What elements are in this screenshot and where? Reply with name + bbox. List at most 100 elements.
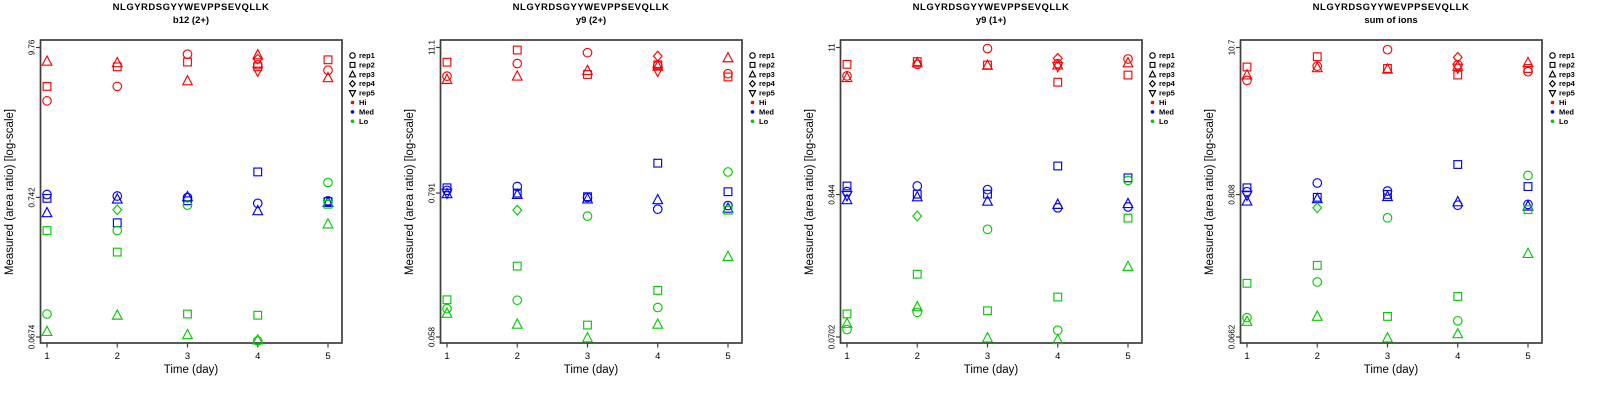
- data-point: [723, 205, 733, 215]
- y-axis: 9.76 0.742 0.0674: [28, 39, 41, 349]
- data-point: [582, 211, 593, 222]
- diamond-icon: [348, 79, 357, 88]
- data-point: [323, 55, 333, 65]
- legend-label: Lo: [1559, 117, 1569, 126]
- legend-label: Hi: [759, 98, 767, 107]
- data-point: [912, 307, 923, 318]
- data-point: [983, 306, 992, 316]
- data-point: [1383, 311, 1392, 321]
- legend-label: rep1: [1159, 51, 1175, 60]
- x-axis: 1 2 3 4 5: [444, 343, 731, 362]
- data-point: [1381, 190, 1394, 202]
- series-Med: [1241, 160, 1534, 211]
- data-point: [42, 81, 52, 91]
- data-point: [982, 43, 993, 54]
- y-tick-label: 0.0674: [28, 324, 37, 349]
- panel-subtitle: sum of ions: [1364, 15, 1418, 26]
- circle-icon: [1549, 52, 1556, 59]
- y-axis: 11 0.844 0.0702: [828, 43, 841, 349]
- panel-y9-1plus: NLGYRDSGYYWEVPPSEVQLLK y9 (1+) Measured …: [800, 0, 1200, 400]
- data-point: [653, 286, 663, 295]
- data-point: [112, 218, 122, 228]
- circle-icon: [349, 52, 356, 59]
- legend-label: rep4: [759, 79, 776, 88]
- data-point: [42, 309, 52, 319]
- data-point: [1123, 54, 1133, 64]
- square-icon: [1549, 61, 1556, 68]
- x-tick-label: 5: [1525, 351, 1530, 362]
- data-point: [111, 308, 124, 320]
- x-tick-label: 4: [255, 351, 260, 362]
- data-point: [981, 331, 994, 343]
- legend-label: Med: [359, 107, 374, 116]
- x-axis-label: Time (day): [163, 364, 219, 376]
- data-point: [842, 324, 852, 335]
- data-point: [442, 303, 452, 314]
- data-point: [653, 158, 663, 168]
- data-point: [252, 336, 263, 346]
- data-point: [651, 59, 664, 71]
- x-axis: 1 2 3 4 5: [1244, 343, 1531, 362]
- x-axis-label: Time (day): [563, 364, 619, 376]
- level-dot-icon: [350, 119, 355, 124]
- plot-frame: [839, 39, 1143, 344]
- x-tick-label: 4: [655, 351, 660, 362]
- x-tick-label: 1: [1244, 351, 1249, 362]
- level-dot-icon: [750, 100, 755, 105]
- data-point: [911, 300, 924, 312]
- data-point: [841, 193, 853, 205]
- data-point: [1053, 77, 1063, 87]
- data-point: [581, 64, 594, 76]
- level-dot-icon: [350, 110, 355, 114]
- data-point: [1312, 52, 1322, 62]
- data-point: [42, 193, 52, 203]
- data-point: [1523, 182, 1533, 192]
- legend-label: rep3: [1159, 70, 1175, 79]
- x-tick-label: 1: [844, 351, 849, 362]
- data-point: [1381, 331, 1394, 343]
- data-point: [912, 189, 922, 199]
- data-point: [181, 328, 194, 340]
- data-point: [841, 191, 853, 203]
- data-point: [841, 316, 853, 328]
- x-tick-label: 2: [115, 351, 120, 362]
- data-point: [112, 247, 122, 257]
- data-point: [722, 249, 734, 261]
- y-tick-label: 9.76: [28, 39, 37, 55]
- data-point: [1311, 309, 1324, 321]
- data-point: [441, 73, 453, 85]
- y-tick-label: 0.058: [428, 326, 437, 347]
- legend-label: rep4: [1559, 79, 1576, 88]
- y-axis: 11.1 0.791 0.058: [428, 39, 441, 347]
- data-point: [1051, 333, 1064, 345]
- data-point: [1453, 70, 1463, 80]
- data-point: [251, 204, 264, 216]
- data-point: [1522, 246, 1534, 258]
- level-dot-icon: [750, 110, 755, 114]
- level-dot-icon: [1550, 100, 1555, 105]
- legend-label: rep5: [1159, 89, 1175, 98]
- y-tick-label: 0.0662: [1228, 324, 1237, 349]
- diamond-icon: [1548, 79, 1557, 88]
- data-point: [981, 58, 994, 70]
- scatter-plot: 9.76 0.742 0.0674 1 2 3 4 5 rep1rep2rep3rep4rep5…: [28, 39, 376, 362]
- data-point: [912, 269, 922, 279]
- data-point: [183, 57, 192, 67]
- level-dot-icon: [1550, 119, 1555, 124]
- level-dot-icon: [750, 119, 755, 124]
- data-point: [1523, 170, 1533, 181]
- data-point: [651, 317, 664, 329]
- square-icon: [1149, 61, 1156, 68]
- panel-title: NLGYRDSGYYWEVPPSEVQLLK: [1312, 2, 1470, 13]
- data-point: [1123, 202, 1133, 212]
- data-point: [652, 302, 663, 313]
- square-icon: [349, 61, 356, 68]
- data-point: [323, 65, 333, 76]
- series-Lo: [841, 175, 1134, 345]
- data-point: [1451, 327, 1464, 339]
- legend-label: rep1: [359, 51, 375, 60]
- data-point: [512, 181, 523, 192]
